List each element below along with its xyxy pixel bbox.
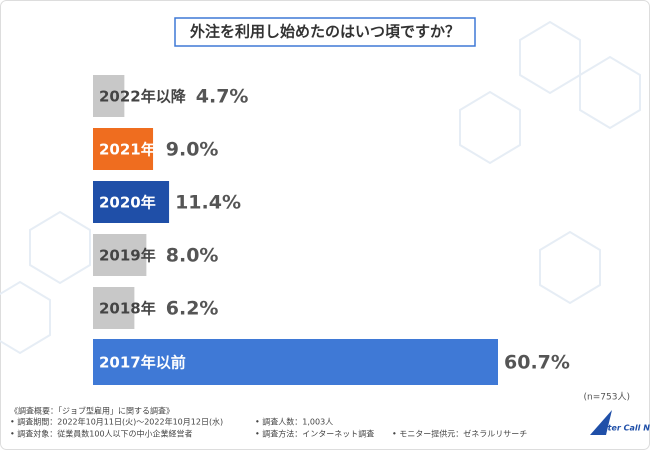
logo-mark <box>590 410 612 435</box>
hex-pattern <box>0 20 641 355</box>
value-label: 6.2% <box>166 298 219 320</box>
footer-item: • モニター提供元：ゼネラルリサーチ <box>392 429 527 439</box>
value-label: 9.0% <box>166 139 219 161</box>
category-label: 2017年以前 <box>99 354 186 372</box>
category-label: 2020年 <box>99 194 156 212</box>
bar <box>93 75 125 117</box>
footer-item: • 調査方法：インターネット調査 <box>255 429 374 439</box>
logo: After Call Navi <box>597 424 650 433</box>
category-label: 2018年 <box>99 300 156 318</box>
note: (n=753人) <box>584 392 630 403</box>
bar <box>93 234 147 276</box>
footer-item: • 調査対象：従業員数100人以下の中小企業経営者 <box>10 429 193 439</box>
value-label: 60.7% <box>504 352 570 374</box>
category-label: 2019年 <box>99 247 156 265</box>
footer-item: • 調査人数：1,003人 <box>255 417 333 427</box>
chart-title: 外注を利用し始めたのはいつ頃ですか？ <box>189 23 460 41</box>
footer-heading: 《調査概要：「ジョブ型雇用」に関する調査》 <box>10 406 174 416</box>
bar <box>93 287 135 329</box>
value-label: 11.4% <box>175 192 241 214</box>
value-label: 8.0% <box>166 245 219 267</box>
title-box <box>174 17 476 47</box>
value-label: 4.7% <box>196 86 249 108</box>
bar <box>93 181 170 223</box>
bar <box>93 128 154 170</box>
footer-item: • 調査期間：2022年10月11日(火)～2022年10月12日(水) <box>10 417 223 427</box>
category-label: 2021年 <box>99 141 156 159</box>
bar <box>93 339 498 385</box>
category-label: 2022年以降 <box>99 88 187 106</box>
